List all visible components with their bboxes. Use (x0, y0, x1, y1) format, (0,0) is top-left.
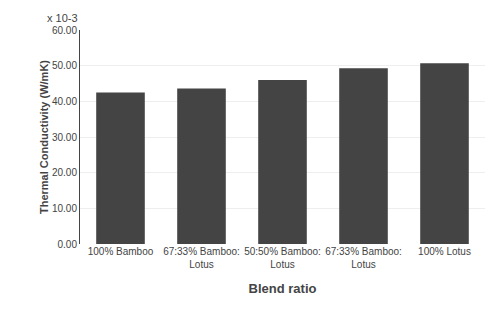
svg-text:10.00: 10.00 (52, 203, 77, 214)
svg-text:0.00: 0.00 (58, 239, 78, 250)
svg-text:50:50% Bamboo:Lotus: 50:50% Bamboo:Lotus (244, 246, 321, 270)
svg-text:100% Bamboo: 100% Bamboo (88, 246, 154, 257)
svg-text:100% Lotus: 100% Lotus (418, 246, 471, 257)
svg-text:67:33% Bamboo:Lotus: 67:33% Bamboo:Lotus (325, 246, 402, 270)
svg-text:20.00: 20.00 (52, 167, 77, 178)
svg-text:50.00: 50.00 (52, 60, 77, 71)
svg-text:60.00: 60.00 (52, 25, 77, 36)
svg-text:40.00: 40.00 (52, 96, 77, 107)
svg-text:30.00: 30.00 (52, 132, 77, 143)
svg-text:67:33% Bamboo:Lotus: 67:33% Bamboo:Lotus (163, 246, 240, 270)
svg-text:x 10-3: x 10-3 (47, 12, 78, 24)
svg-text:Thermal Conductivity (W/mK): Thermal Conductivity (W/mK) (38, 60, 50, 214)
svg-text:Blend ratio: Blend ratio (249, 281, 317, 296)
